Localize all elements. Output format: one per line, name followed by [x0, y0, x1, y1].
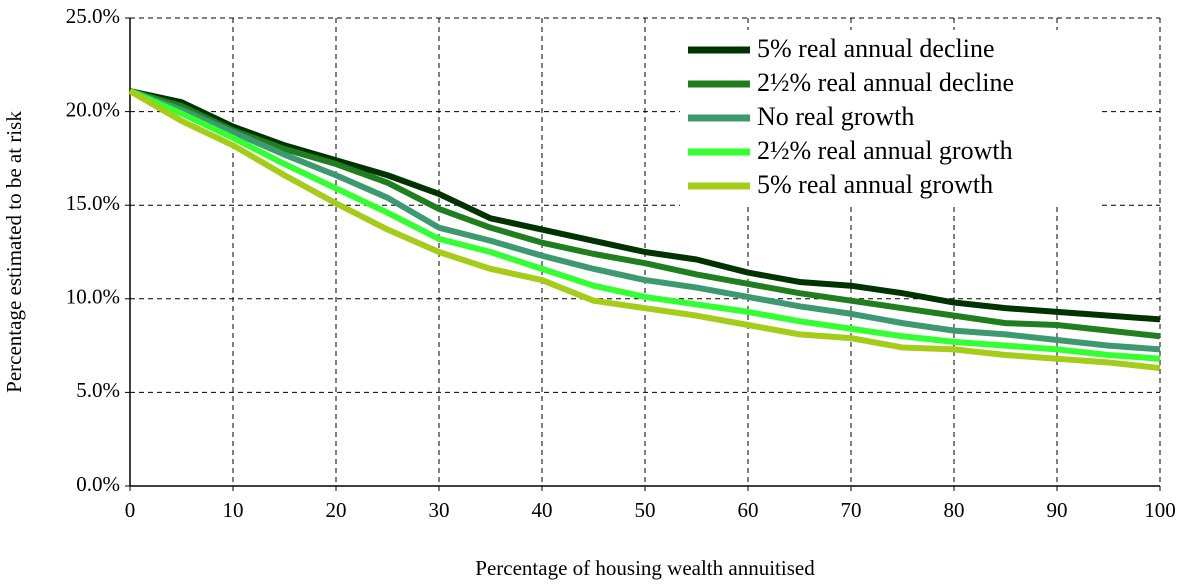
legend: 5% real annual decline 2½% real annual de… — [680, 30, 1100, 206]
legend-label: 2½% real annual growth — [757, 136, 1013, 165]
y-tick-label: 0.0% — [76, 472, 120, 496]
x-tick-label: 40 — [532, 498, 553, 522]
x-tick-label: 30 — [429, 498, 450, 522]
x-tick-label: 60 — [738, 498, 759, 522]
legend-label: 5% real annual growth — [757, 170, 993, 199]
legend-label: 2½% real annual decline — [757, 68, 1014, 97]
x-tick-label: 70 — [841, 498, 862, 522]
series-line — [129, 88, 1161, 323]
x-tick-label: 50 — [635, 498, 656, 522]
x-tick-label: 90 — [1047, 498, 1068, 522]
series-line — [128, 88, 1161, 353]
y-tick-label: 25.0% — [66, 4, 120, 28]
x-tick-label: 10 — [223, 498, 244, 522]
y-tick-label: 15.0% — [66, 191, 120, 215]
y-tick-label: 20.0% — [66, 97, 120, 121]
legend-label: No real growth — [757, 102, 914, 131]
x-tick-label: 80 — [944, 498, 965, 522]
y-tick-label: 5.0% — [76, 378, 120, 402]
series-line — [128, 88, 1161, 372]
x-axis-title: Percentage of housing wealth annuitised — [475, 556, 815, 580]
legend-label: 5% real annual decline — [757, 34, 995, 63]
x-tick-label: 100 — [1144, 498, 1176, 522]
series-line — [128, 88, 1161, 362]
y-axis-title: Percentage estimated to be at risk — [2, 111, 26, 393]
x-tick-label: 20 — [326, 498, 347, 522]
x-tick-label: 0 — [125, 498, 136, 522]
y-tick-label: 10.0% — [66, 285, 120, 309]
series-line — [129, 88, 1161, 340]
